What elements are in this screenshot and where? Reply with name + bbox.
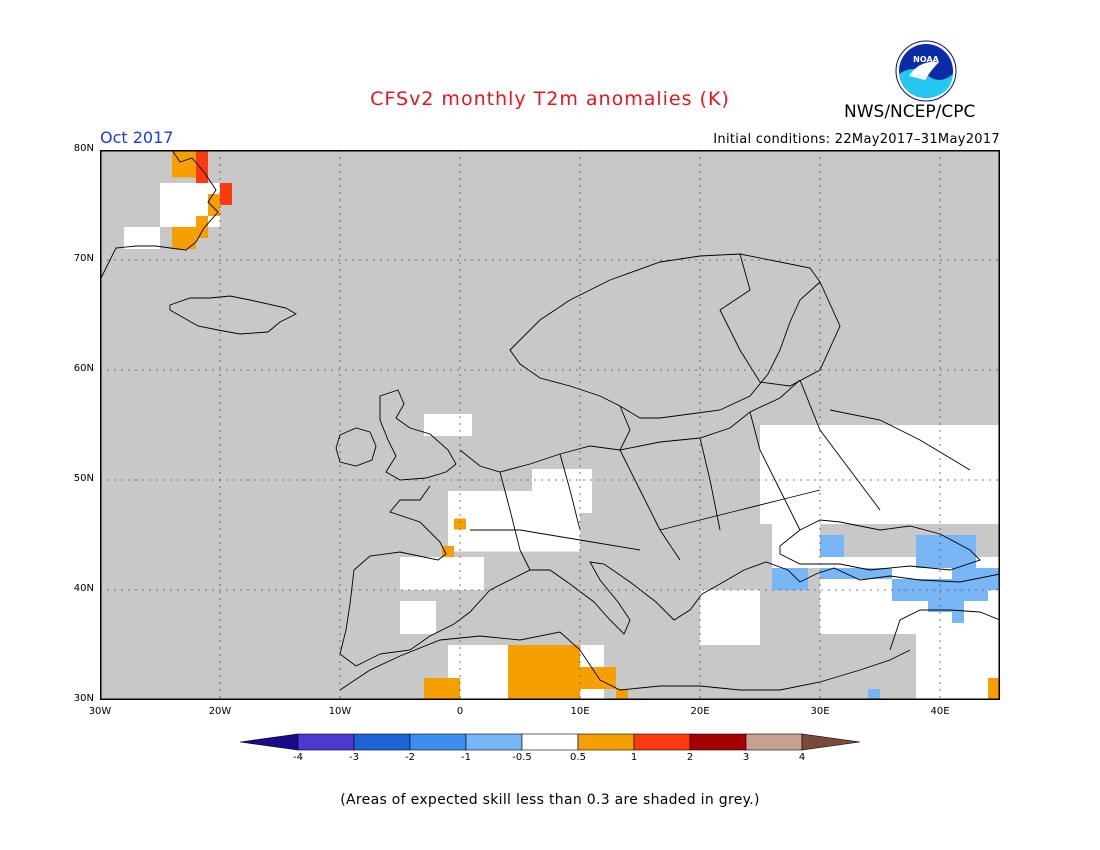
anomaly-cell-neutral-white [424, 414, 472, 436]
anomaly-cell-cool-blue [952, 612, 964, 623]
anomaly-cell-neutral-white [772, 502, 820, 568]
middle-east-coast [889, 609, 1000, 651]
colorbar-low-arrow [240, 733, 299, 751]
anomaly-cell-cool-blue [820, 568, 892, 579]
colorbar-segment [689, 733, 747, 751]
lat-label: 70N [73, 253, 94, 264]
lat-label: 40N [73, 583, 94, 594]
continent-coast [339, 445, 1000, 667]
colorbar-high-arrow [801, 733, 860, 751]
iceland-coast [169, 295, 297, 335]
lat-label: 80N [73, 143, 94, 154]
lon-label: 40E [930, 706, 950, 717]
colorbar-tick-label: 3 [742, 752, 750, 763]
lon-label: 10E [570, 706, 590, 717]
colorbar-tick-label: -1 [461, 752, 471, 763]
lat-lon-grid [100, 150, 1000, 700]
colorbar-tick-label: -2 [405, 752, 415, 763]
anomaly-cell-cool-blue [772, 568, 808, 590]
anomaly-cell-warm-orange [442, 546, 454, 557]
colorbar-tick-label: 1 [630, 752, 638, 763]
lon-label: 10W [328, 706, 352, 717]
colorbar-tick-label: -3 [349, 752, 359, 763]
noaa-logo: NOAA [895, 40, 957, 102]
greenland-coast [100, 150, 219, 281]
colorbar-tick-label: 4 [798, 752, 806, 763]
colorbar-segment [633, 733, 691, 751]
britain-coast [379, 389, 457, 481]
map-frame [100, 150, 1000, 700]
lat-label: 60N [73, 363, 94, 374]
anomaly-cell-neutral-white [916, 634, 1000, 700]
forecast-month: Oct 2017 [100, 128, 174, 147]
lon-label: 30E [810, 706, 830, 717]
anomaly-cell-neutral-white [700, 590, 760, 645]
anomaly-cell-warm-orange [616, 689, 628, 700]
colorbar-segment [409, 733, 467, 751]
colorbar-segment [577, 733, 635, 751]
anomaly-cell-neutral-white [448, 491, 580, 552]
initial-conditions: Initial conditions: 22May2017–31May2017 [713, 132, 1000, 147]
colorbar-segment [521, 733, 579, 751]
footnote: (Areas of expected skill less than 0.3 a… [340, 792, 760, 808]
anomaly-cell-warm-orange [208, 194, 220, 216]
chart-title: CFSv2 monthly T2m anomalies (K) [370, 88, 730, 110]
lon-label: 20E [690, 706, 710, 717]
colorbar-tick-label: -0.5 [512, 752, 532, 763]
anomaly-cell-warm-orange [544, 667, 580, 689]
colorbar-tick-label: 0.5 [570, 752, 586, 763]
anomaly-cell-neutral-white [124, 227, 160, 249]
colorbar-tick-label: -4 [293, 752, 303, 763]
anomaly-cell-neutral-white [400, 557, 484, 590]
anomaly-cell-warm-orange [172, 227, 196, 249]
colorbar-segment [353, 733, 411, 751]
colorbar-tick-label: 2 [686, 752, 694, 763]
anomaly-cells [124, 150, 1000, 700]
logo-text: NOAA [913, 55, 939, 64]
lat-label: 50N [73, 473, 94, 484]
anomaly-cell-neutral-white [400, 601, 436, 634]
anomaly-cell-cool-blue [916, 535, 976, 568]
anomaly-cell-warm-orange [454, 518, 466, 530]
colorbar-segment [297, 733, 355, 751]
lat-label: 30N [73, 693, 94, 704]
anomaly-cell-warm-orange [196, 216, 208, 238]
anomaly-cell-warm-orange [988, 678, 1000, 700]
colorbar-segment [465, 733, 523, 751]
ireland-coast [335, 427, 377, 467]
lon-label: 30W [88, 706, 112, 717]
finland-border [719, 253, 841, 387]
anomaly-cell-cool-blue [928, 601, 964, 612]
colorbar [240, 733, 860, 751]
north-africa-coast [339, 631, 911, 691]
anomaly-cell-cool-blue [820, 535, 844, 557]
lon-label: 20W [208, 706, 232, 717]
lon-label: 0 [456, 706, 464, 717]
anomaly-cell-cool-blue [868, 689, 880, 700]
colorbar-segment [745, 733, 803, 751]
anomaly-map [100, 150, 1000, 700]
center-name: NWS/NCEP/CPC [844, 102, 976, 122]
anomaly-cell-warm-orange [424, 678, 460, 700]
scandinavia-coast [509, 253, 821, 419]
